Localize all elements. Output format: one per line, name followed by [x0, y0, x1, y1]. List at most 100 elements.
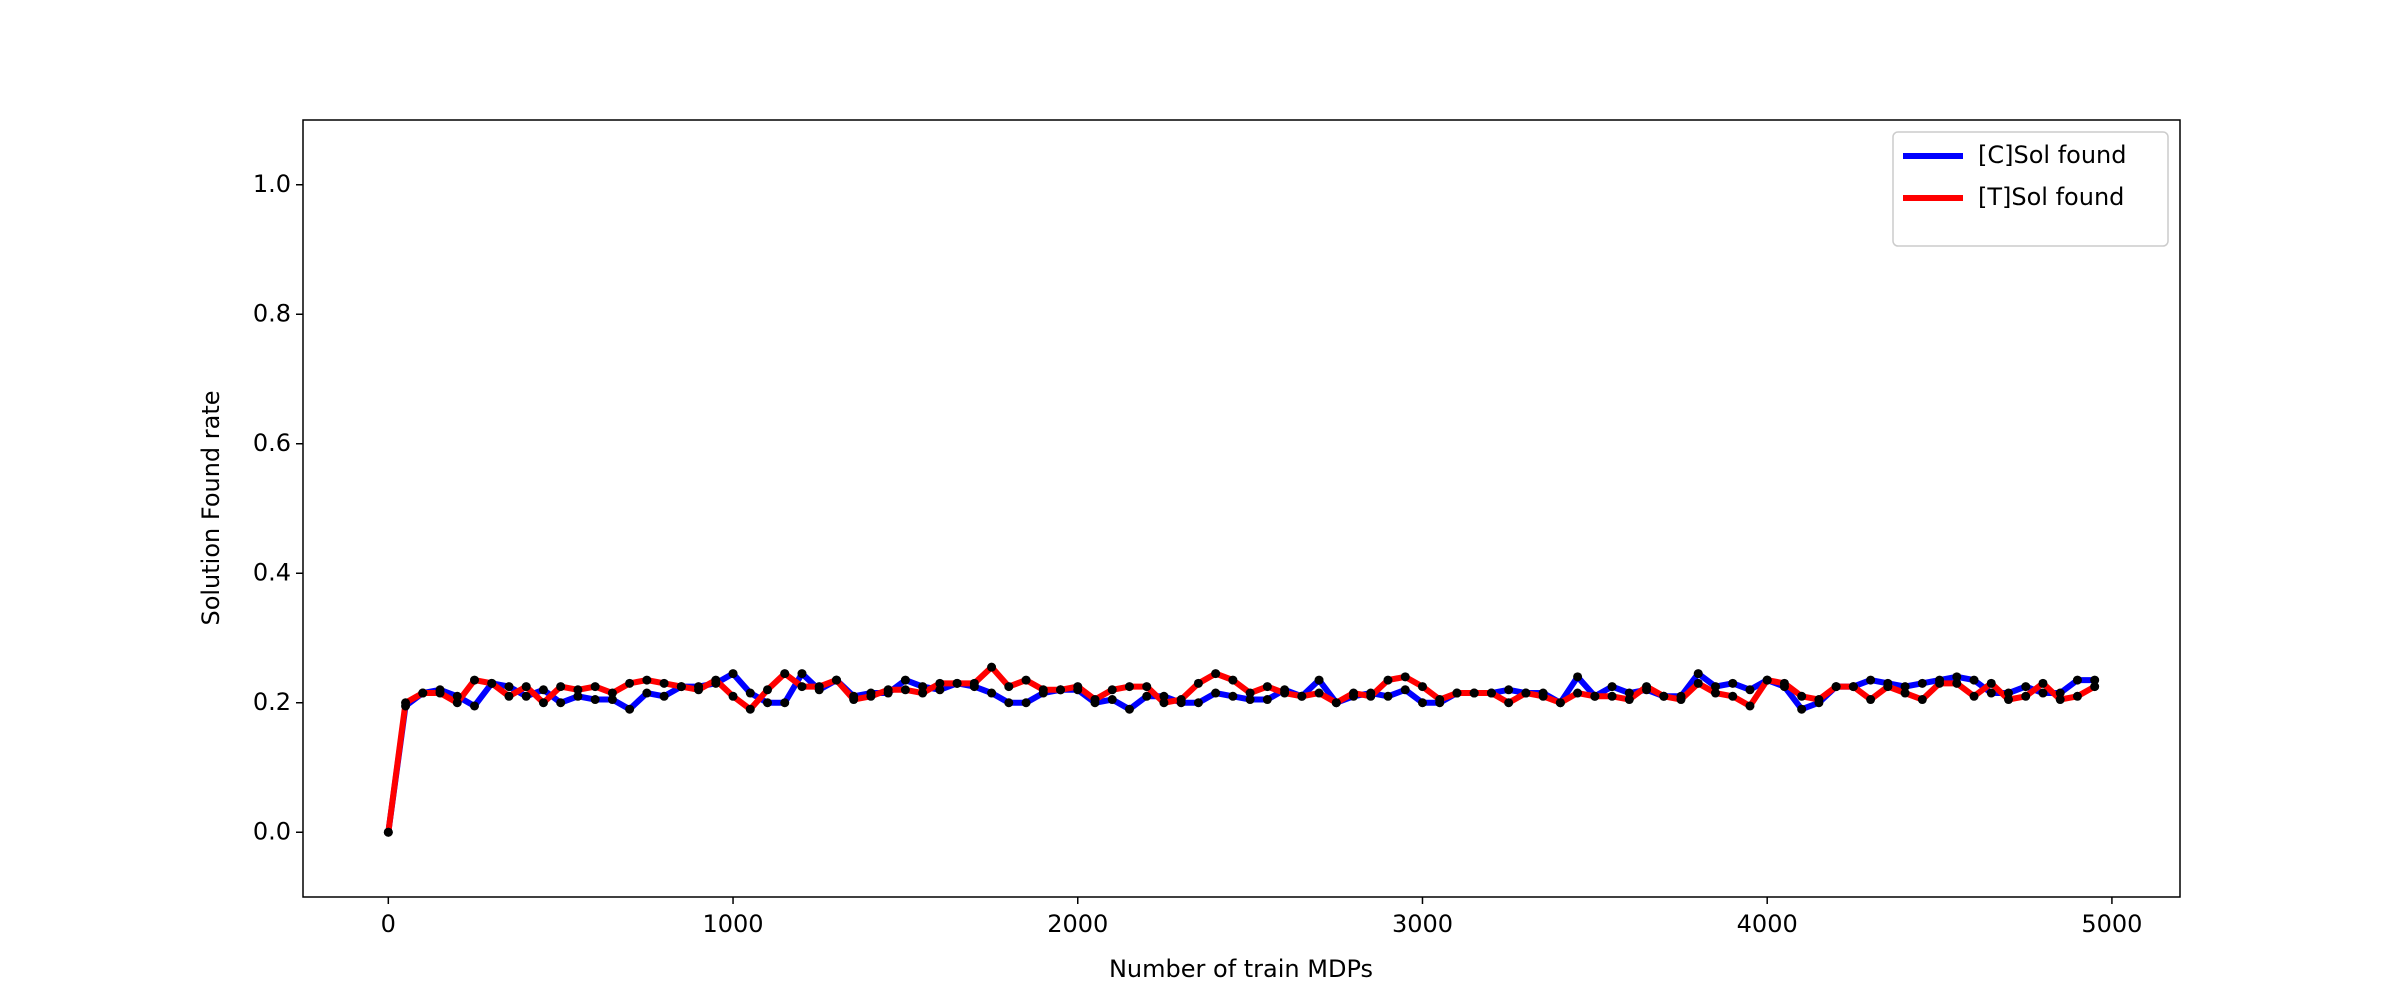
- data-point: [676, 682, 686, 692]
- data-point: [625, 704, 635, 714]
- data-point: [1228, 691, 1238, 701]
- data-point: [1900, 682, 1910, 692]
- data-point: [780, 669, 790, 679]
- data-point: [1159, 698, 1169, 708]
- data-point: [1142, 691, 1152, 701]
- data-point: [1952, 672, 1962, 682]
- data-point: [1366, 691, 1376, 701]
- data-point: [763, 685, 773, 695]
- data-point: [1417, 682, 1427, 692]
- data-point: [1349, 688, 1359, 698]
- data-point: [1728, 678, 1738, 688]
- data-point: [2055, 688, 2065, 698]
- legend-label: [T]Sol found: [1978, 183, 2124, 211]
- data-point: [1211, 688, 1221, 698]
- data-point: [935, 678, 945, 688]
- data-point: [1400, 685, 1410, 695]
- data-point: [504, 682, 514, 692]
- data-point: [1504, 685, 1514, 695]
- data-point: [900, 675, 910, 685]
- data-point: [797, 669, 807, 679]
- data-point: [2072, 675, 2082, 685]
- y-tick-label: 0.4: [253, 558, 291, 586]
- data-point: [625, 678, 635, 688]
- data-point: [383, 827, 393, 837]
- x-tick-label: 3000: [1392, 910, 1453, 938]
- data-point: [987, 662, 997, 672]
- data-point: [2090, 682, 2100, 692]
- data-point: [1056, 685, 1066, 695]
- data-point: [1383, 675, 1393, 685]
- data-point: [1486, 688, 1496, 698]
- data-point: [918, 688, 928, 698]
- y-tick-label: 0.0: [253, 817, 291, 845]
- data-point: [969, 678, 979, 688]
- data-point: [2055, 695, 2065, 705]
- data-point: [1969, 691, 1979, 701]
- data-point: [1866, 695, 1876, 705]
- data-point: [1262, 695, 1272, 705]
- data-point: [1280, 688, 1290, 698]
- legend-label: [C]Sol found: [1978, 141, 2127, 169]
- data-point: [1228, 675, 1238, 685]
- data-point: [1211, 669, 1221, 679]
- data-point: [1004, 682, 1014, 692]
- data-point: [556, 682, 566, 692]
- data-point: [1124, 704, 1134, 714]
- data-point: [1814, 695, 1824, 705]
- data-point: [1935, 678, 1945, 688]
- data-point: [2004, 695, 2014, 705]
- data-point: [763, 698, 773, 708]
- data-point: [1245, 688, 1255, 698]
- data-point: [1538, 691, 1548, 701]
- data-point: [573, 685, 583, 695]
- data-point: [728, 669, 738, 679]
- data-point: [469, 675, 479, 685]
- data-point: [1900, 688, 1910, 698]
- data-point: [1986, 678, 1996, 688]
- data-point: [2090, 675, 2100, 685]
- data-point: [1986, 688, 1996, 698]
- data-point: [1728, 691, 1738, 701]
- data-point: [1245, 695, 1255, 705]
- data-point: [1762, 675, 1772, 685]
- data-point: [1659, 691, 1669, 701]
- data-point: [487, 678, 497, 688]
- data-point: [952, 678, 962, 688]
- data-point: [745, 688, 755, 698]
- data-point: [607, 695, 617, 705]
- data-point: [504, 691, 514, 701]
- y-axis-label: Solution Found rate: [197, 390, 225, 625]
- data-point: [1090, 695, 1100, 705]
- data-point: [1504, 698, 1514, 708]
- x-tick-label: 4000: [1737, 910, 1798, 938]
- data-point: [1417, 698, 1427, 708]
- data-point: [1452, 688, 1462, 698]
- data-point: [1883, 682, 1893, 692]
- series-line: [385, 664, 2097, 833]
- data-point: [1124, 682, 1134, 692]
- data-point: [1521, 688, 1531, 698]
- data-point: [1952, 678, 1962, 688]
- data-point: [642, 675, 652, 685]
- data-point: [2021, 691, 2031, 701]
- data-point: [1331, 698, 1341, 708]
- data-point: [2021, 682, 2031, 692]
- data-point: [1262, 682, 1272, 692]
- data-point: [642, 688, 652, 698]
- data-point: [1797, 691, 1807, 701]
- data-point: [1004, 698, 1014, 708]
- data-point: [1779, 678, 1789, 688]
- data-point: [1710, 682, 1720, 692]
- data-point: [1142, 682, 1152, 692]
- x-axis-label: Number of train MDPs: [1109, 955, 1373, 983]
- plot-frame: [302, 119, 2181, 898]
- data-point: [2038, 678, 2048, 688]
- data-point: [659, 678, 669, 688]
- data-point: [849, 695, 859, 705]
- y-tick-label: 0.8: [253, 299, 291, 327]
- series-line: [385, 670, 2095, 833]
- data-point: [418, 688, 428, 698]
